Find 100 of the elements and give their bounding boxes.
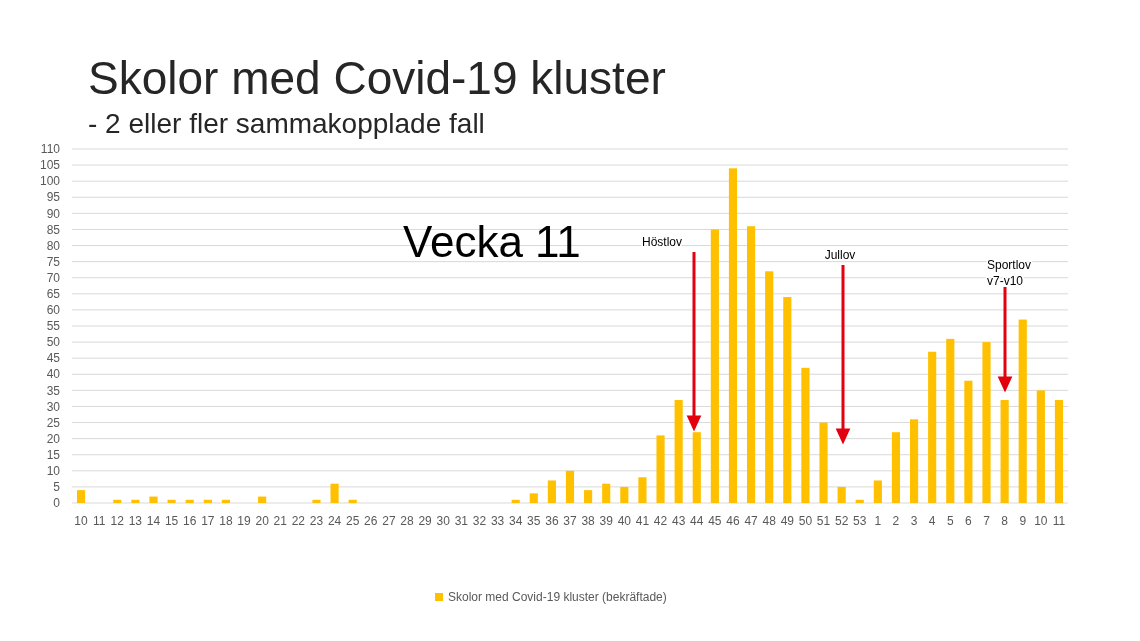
x-tick-label: 48 — [762, 514, 777, 528]
legend-label: Skolor med Covid-19 kluster (bekräftade) — [448, 590, 667, 605]
chart-title: Skolor med Covid-19 kluster — [88, 52, 666, 104]
bar — [692, 432, 701, 503]
x-tick-label: 15 — [164, 514, 179, 528]
x-tick-label: 40 — [617, 514, 632, 528]
x-tick-label: 47 — [744, 514, 759, 528]
bar — [258, 496, 267, 503]
bar — [131, 499, 140, 503]
x-tick-label: 32 — [472, 514, 487, 528]
bar — [710, 229, 719, 503]
bar — [946, 338, 955, 503]
bar — [982, 342, 991, 503]
y-tick-label: 100 — [39, 174, 61, 189]
bar — [511, 499, 520, 503]
bar — [203, 499, 212, 503]
y-tick-label: 105 — [39, 158, 61, 173]
x-tick-label: 3 — [910, 514, 918, 528]
bar — [819, 422, 828, 503]
bar — [855, 499, 864, 503]
bar — [1000, 400, 1009, 503]
x-tick-label: 18 — [219, 514, 233, 528]
bar — [330, 483, 339, 503]
x-tick-label: 26 — [364, 514, 378, 528]
bar — [928, 351, 937, 503]
x-tick-label: 30 — [436, 514, 451, 528]
x-tick-label: 6 — [965, 514, 973, 528]
x-tick-label: 25 — [346, 514, 360, 528]
x-tick-label: 9 — [1019, 514, 1027, 528]
bar — [348, 499, 357, 503]
x-tick-label: 11 — [92, 514, 106, 528]
bar — [1054, 400, 1064, 503]
x-tick-label: 44 — [690, 514, 704, 528]
bar — [185, 499, 194, 503]
bar — [747, 226, 756, 503]
x-tick-label: 8 — [1001, 514, 1009, 528]
bar — [674, 400, 683, 503]
y-tick-label: 65 — [46, 287, 61, 302]
x-tick-label: 10 — [74, 514, 89, 528]
y-tick-label: 0 — [53, 496, 61, 511]
x-tick-label: 43 — [671, 514, 686, 528]
y-tick-label: 30 — [46, 399, 61, 414]
x-tick-label: 21 — [273, 514, 288, 528]
x-tick-label: 10 — [1034, 514, 1048, 528]
x-tick-label: 49 — [780, 514, 795, 528]
x-tick-label: 52 — [834, 514, 849, 528]
chart-subtitle: - 2 eller fler sammakopplade fall — [88, 108, 485, 139]
y-tick-label: 45 — [46, 351, 61, 366]
x-tick-label: 45 — [708, 514, 722, 528]
y-tick-label: 5 — [53, 480, 61, 495]
x-tick-label: 50 — [798, 514, 813, 528]
y-tick-label: 95 — [46, 190, 61, 205]
bar — [221, 499, 230, 503]
y-tick-label: 20 — [46, 431, 61, 446]
y-tick-label: 10 — [46, 464, 61, 479]
y-tick-label: 55 — [46, 319, 61, 334]
x-tick-label: 41 — [635, 514, 650, 528]
bar — [167, 499, 176, 503]
annotation: Jullov — [824, 248, 856, 262]
x-tick-label: 7 — [983, 514, 991, 528]
x-tick-label: 5 — [946, 514, 954, 528]
x-tick-label: 29 — [418, 514, 433, 528]
bar — [312, 499, 321, 503]
bar — [602, 483, 611, 503]
y-tick-label: 90 — [46, 206, 61, 221]
y-tick-label: 35 — [46, 383, 61, 398]
bar — [656, 435, 665, 503]
y-tick-label: 15 — [46, 447, 61, 462]
x-tick-label: 28 — [400, 514, 415, 528]
x-tick-label: 23 — [309, 514, 324, 528]
x-tick-label: 13 — [128, 514, 143, 528]
x-tick-label: 20 — [255, 514, 270, 528]
y-tick-label: 50 — [46, 335, 61, 350]
y-tick-label: 80 — [46, 238, 61, 253]
x-tick-label: 1 — [874, 514, 882, 528]
x-tick-label: 12 — [110, 514, 125, 528]
bar — [964, 380, 973, 503]
y-tick-label: 70 — [46, 270, 61, 285]
x-tick-label: 24 — [327, 514, 342, 528]
y-tick-label: 110 — [40, 142, 61, 157]
y-tick-label: 60 — [46, 303, 61, 318]
bar — [873, 480, 882, 503]
x-tick-label: 19 — [237, 514, 252, 528]
bar — [728, 168, 738, 503]
x-tick-label: 51 — [816, 514, 831, 528]
bar — [801, 367, 810, 503]
x-tick-label: 2 — [892, 514, 900, 528]
bar — [1036, 390, 1045, 503]
x-tick-label: 53 — [853, 514, 867, 528]
bar — [638, 477, 647, 503]
bar — [837, 486, 846, 503]
annotation: Höstlov — [641, 235, 682, 249]
x-tick-label: 27 — [382, 514, 396, 528]
bar — [783, 297, 792, 503]
bar — [891, 432, 901, 503]
x-tick-label: 46 — [726, 514, 740, 528]
x-tick-label: 39 — [599, 514, 614, 528]
bar — [910, 419, 919, 503]
x-tick-label: 31 — [454, 514, 469, 528]
x-tick-label: 4 — [928, 514, 936, 528]
